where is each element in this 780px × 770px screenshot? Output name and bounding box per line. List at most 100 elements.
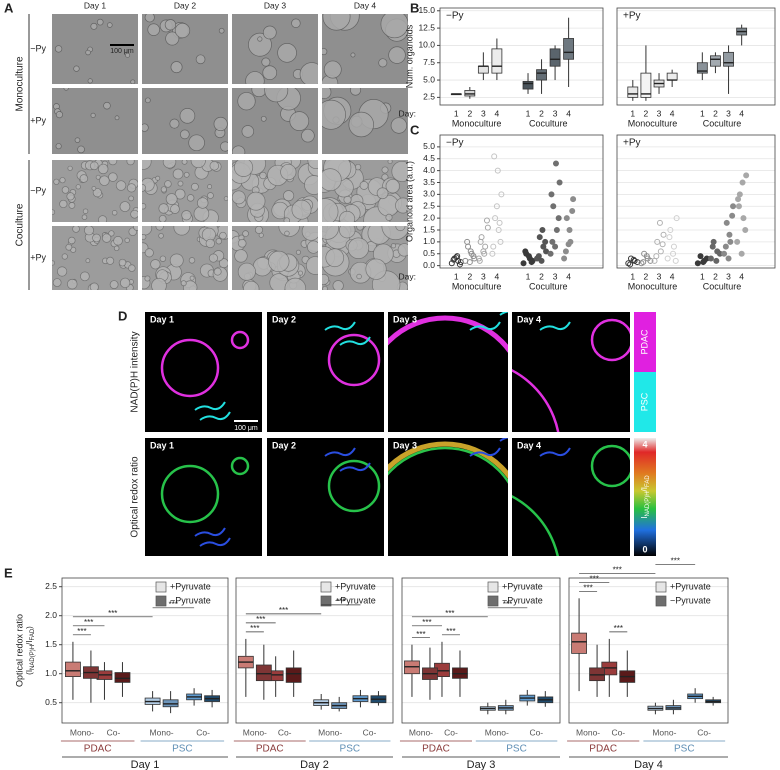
organoid <box>339 226 356 239</box>
organoid <box>289 111 310 132</box>
organoid <box>52 278 62 287</box>
label-part: /I <box>640 487 649 491</box>
micrograph <box>232 160 318 222</box>
day-label: Day 1 <box>150 440 174 450</box>
y-tick-label: 15.0 <box>418 5 435 15</box>
group-label: PSC <box>340 744 361 755</box>
x-tick-label: 3 <box>726 271 731 281</box>
group-label: Monoculture <box>628 118 678 128</box>
point <box>525 253 532 260</box>
organoid <box>179 129 190 140</box>
point <box>659 241 666 248</box>
point <box>448 260 455 267</box>
x-tick-label: 1 <box>526 271 531 281</box>
organoid <box>284 277 307 290</box>
y-tick-label: 12.5 <box>418 22 435 32</box>
box <box>563 38 575 60</box>
point <box>542 238 549 245</box>
group-label: PDAC <box>422 744 450 755</box>
organoid <box>261 57 271 67</box>
micrograph <box>322 88 408 154</box>
legend-label: −Pyruvate <box>170 595 211 605</box>
plot-frame <box>235 577 394 724</box>
organoid <box>142 226 153 236</box>
plot-frame <box>61 577 229 724</box>
point <box>670 250 677 257</box>
point <box>657 248 664 255</box>
organoid-ring <box>230 456 250 476</box>
organoid <box>101 233 112 243</box>
legend-swatch <box>155 581 167 593</box>
y-tick-label: 0.5 <box>45 697 57 707</box>
organoid <box>160 186 167 193</box>
x-tick-label: 3 <box>553 108 558 118</box>
organoid <box>339 210 356 222</box>
micrograph <box>52 226 138 290</box>
y-tick-label: 4.0 <box>423 165 435 175</box>
point <box>480 248 487 255</box>
row-label: NAD(P)H intensity <box>130 331 141 412</box>
organoid <box>180 280 187 287</box>
point <box>497 238 504 245</box>
sig-label: *** <box>671 556 680 565</box>
sig-label: *** <box>336 597 345 606</box>
organoid <box>277 42 297 63</box>
organoid-ring <box>388 315 508 353</box>
organoid <box>151 277 167 290</box>
organoid <box>158 214 167 222</box>
organoid <box>322 99 346 130</box>
box <box>696 62 708 74</box>
organoid <box>65 243 73 251</box>
micrograph <box>142 88 228 154</box>
point <box>477 238 484 245</box>
organoid <box>356 273 362 280</box>
point <box>494 167 501 174</box>
psc-cell <box>539 447 571 457</box>
organoid <box>165 31 180 46</box>
organoid <box>395 226 406 232</box>
box <box>522 81 534 90</box>
micrograph <box>232 226 318 290</box>
y-tick-label: 1.0 <box>423 236 435 246</box>
legend-swatch <box>655 595 667 607</box>
point <box>736 191 743 198</box>
point <box>563 215 570 222</box>
point <box>730 203 737 210</box>
organoid <box>52 260 56 266</box>
organoid <box>90 112 96 118</box>
y-tick-label: 0.0 <box>423 260 435 270</box>
box <box>65 661 81 677</box>
organoid <box>208 253 218 263</box>
x-tick-label: 4 <box>495 108 500 118</box>
organoid <box>248 32 272 57</box>
y-tick-label: 4.5 <box>423 153 435 163</box>
organoid <box>347 237 370 259</box>
point <box>562 248 569 255</box>
panel-letter: C <box>410 122 420 137</box>
point <box>547 250 554 257</box>
day-label: Day 2 <box>272 314 296 324</box>
organoid <box>66 192 75 201</box>
organoid <box>388 46 406 64</box>
organoid <box>283 217 290 222</box>
psc-cell <box>339 462 371 472</box>
x-tick-label: 3 <box>481 108 486 118</box>
organoid <box>82 208 89 214</box>
sig-label: *** <box>169 600 178 609</box>
culture-label: Coculture <box>15 203 26 246</box>
organoid <box>390 243 397 249</box>
group-label: PDAC <box>256 744 284 755</box>
point <box>727 238 734 245</box>
point <box>710 238 717 245</box>
organoid <box>262 65 278 80</box>
point <box>570 196 577 203</box>
panel-title: Day 1 <box>131 759 160 770</box>
x-tick-label: Co- <box>529 727 543 737</box>
sig-label: *** <box>256 615 265 624</box>
organoid <box>196 197 209 209</box>
image-bg <box>267 312 384 432</box>
x-tick-label: 3 <box>481 271 486 281</box>
colorbar <box>634 438 656 556</box>
organoid <box>162 160 177 169</box>
